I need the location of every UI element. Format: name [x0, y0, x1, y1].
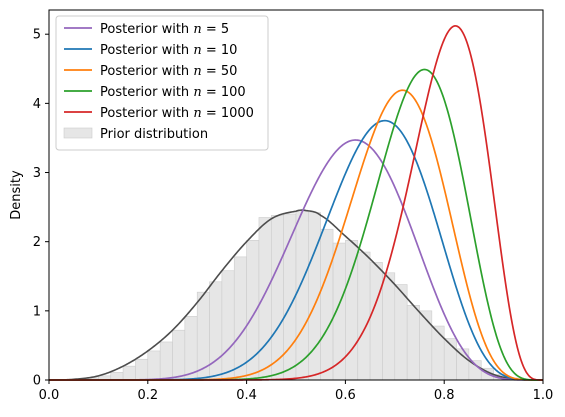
prior-hist-bar	[394, 284, 408, 381]
legend-label: Posterior with n = 5	[100, 22, 229, 37]
prior-hist-bar	[419, 310, 433, 381]
prior-hist-bar	[147, 350, 161, 381]
prior-hist-bar	[233, 256, 247, 381]
prior-hist-bar	[172, 329, 186, 381]
y-axis: 0 1 2 3 4 5	[33, 28, 49, 389]
y-tick-label: 4	[33, 97, 41, 112]
prior-kde-line	[48, 209, 544, 381]
y-axis-label: Density	[9, 170, 24, 220]
x-tick-label: 0.2	[137, 388, 158, 403]
prior-hist-bar	[431, 325, 445, 381]
legend-label: Posterior with n = 100	[100, 85, 246, 100]
prior-hist-bar	[382, 272, 396, 381]
prior-hist-bar	[357, 251, 371, 381]
prior-hist-bar	[456, 348, 470, 381]
prior-hist-bar	[406, 305, 420, 381]
legend: Posterior with n = 5 Posterior with n = 1…	[55, 15, 269, 151]
prior-kde	[48, 209, 544, 381]
prior-histogram	[73, 210, 531, 381]
x-tick-label: 0.0	[39, 388, 60, 403]
y-tick-label: 0	[33, 374, 41, 389]
prior-hist-bar	[369, 262, 383, 381]
y-tick-label: 3	[33, 166, 41, 181]
x-tick-label: 0.8	[434, 388, 455, 403]
legend-box	[55, 15, 269, 151]
prior-hist-bar	[320, 228, 334, 381]
x-axis: 0.0 0.2 0.4 0.6 0.8 1.0	[39, 380, 554, 403]
prior-hist-bar	[295, 210, 309, 381]
plot-frame	[48, 9, 544, 381]
x-tick-label: 1.0	[533, 388, 554, 403]
y-tick-label: 2	[33, 235, 41, 250]
legend-label: Posterior with n = 10	[100, 43, 237, 58]
prior-hist-bar	[221, 270, 235, 381]
prior-hist-bar	[184, 316, 198, 381]
y-tick-label: 1	[33, 304, 41, 319]
prior-hist-bar	[110, 372, 124, 381]
prior-hist-bar	[258, 217, 272, 381]
y-tick-label: 5	[33, 28, 41, 43]
prior-hist-bar	[209, 281, 223, 381]
legend-swatch-prior	[63, 127, 93, 139]
x-tick-label: 0.4	[236, 388, 257, 403]
prior-hist-bar	[122, 365, 136, 381]
prior-hist-bar	[135, 358, 149, 381]
x-tick-label: 0.6	[335, 388, 356, 403]
legend-label: Posterior with n = 1000	[100, 106, 254, 121]
legend-label-prior: Prior distribution	[100, 127, 208, 142]
prior-hist-bar	[159, 341, 173, 381]
legend-label: Posterior with n = 50	[100, 64, 237, 79]
